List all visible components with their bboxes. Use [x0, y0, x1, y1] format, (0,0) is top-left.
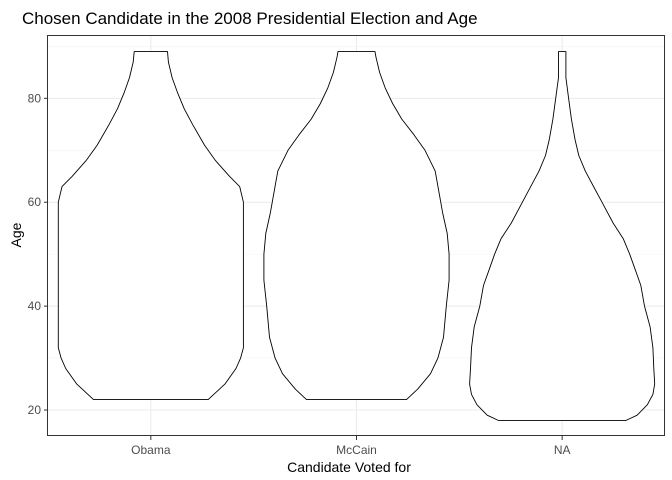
y-tick-label: 40	[28, 299, 42, 313]
y-tick-label: 60	[28, 195, 42, 209]
x-axis-title: Candidate Voted for	[287, 459, 411, 475]
violin-obama	[57, 51, 244, 401]
panel-border	[47, 35, 665, 436]
y-tick-label: 20	[28, 403, 42, 417]
y-axis: 20 40 60 80	[28, 91, 48, 417]
violin-mccain	[263, 51, 450, 401]
chart-title: Chosen Candidate in the 2008 Presidentia…	[22, 9, 478, 28]
x-tick-label: NA	[554, 443, 571, 457]
x-tick-label: Obama	[131, 443, 171, 457]
y-tick-label: 80	[28, 91, 42, 105]
x-axis: Obama McCain NA	[131, 436, 571, 457]
x-tick-label: McCain	[336, 443, 377, 457]
violin-na	[469, 51, 656, 421]
y-axis-title: Age	[8, 222, 24, 247]
violin-plots	[57, 51, 656, 421]
